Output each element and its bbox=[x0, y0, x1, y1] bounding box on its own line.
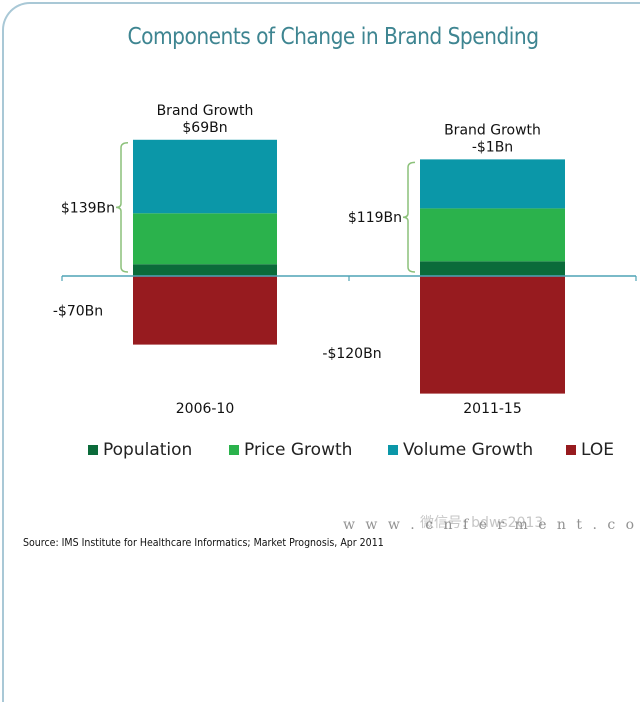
annotation-brand-growth-label: Brand Growth bbox=[157, 103, 254, 119]
annotation-brand-growth-value: $69Bn bbox=[182, 120, 227, 136]
bar-segment-price-growth bbox=[420, 208, 565, 262]
brace-positive-total bbox=[115, 142, 129, 273]
legend-item-loe: LOE bbox=[566, 440, 614, 460]
legend-swatch-volume-growth bbox=[388, 445, 398, 455]
chart-plot-area: Brand Growth$69Bn$139Bn-$70Bn2006-10Bran… bbox=[53, 103, 637, 417]
negative-loe-label: -$120Bn bbox=[322, 346, 381, 362]
bar-segment-volume-growth bbox=[420, 159, 565, 209]
bar-segment-population bbox=[420, 261, 565, 276]
source-note: Source: IMS Institute for Healthcare Inf… bbox=[23, 537, 384, 549]
bar-segment-price-growth bbox=[133, 213, 277, 265]
legend-swatch-price-growth bbox=[229, 445, 239, 455]
legend-label: LOE bbox=[581, 440, 614, 460]
bar-segment-loe bbox=[133, 276, 277, 345]
legend-item-price-growth: Price Growth bbox=[229, 440, 352, 460]
chart-title: Components of Change in Brand Spending bbox=[127, 24, 539, 50]
positive-total-label: $119Bn bbox=[348, 210, 402, 226]
annotation-brand-growth-value: -$1Bn bbox=[472, 139, 513, 155]
legend: Population Price Growth Volume Growth LO… bbox=[0, 440, 640, 464]
legend-item-population: Population bbox=[88, 440, 192, 460]
bar-segment-population bbox=[133, 264, 277, 276]
watermark-url: w w w . c n f e r m e n t . c o m bbox=[343, 517, 640, 533]
bar-segment-volume-growth bbox=[133, 139, 277, 214]
negative-loe-label: -$70Bn bbox=[53, 303, 103, 319]
watermark-overlay: 微信号: bdws2013 bbox=[420, 515, 544, 531]
legend-label: Price Growth bbox=[244, 440, 353, 460]
x-tick-label: 2011-15 bbox=[463, 401, 522, 417]
legend-label: Volume Growth bbox=[403, 440, 534, 460]
legend-item-volume-growth: Volume Growth bbox=[388, 440, 533, 460]
annotation-brand-growth-label: Brand Growth bbox=[444, 122, 541, 138]
legend-swatch-loe bbox=[566, 445, 576, 455]
positive-total-label: $139Bn bbox=[61, 200, 115, 216]
x-tick-label: 2006-10 bbox=[176, 401, 235, 417]
legend-label: Population bbox=[103, 440, 193, 460]
brace-positive-total bbox=[402, 161, 416, 273]
bar-segment-loe bbox=[420, 276, 565, 394]
legend-swatch-population bbox=[88, 445, 98, 455]
